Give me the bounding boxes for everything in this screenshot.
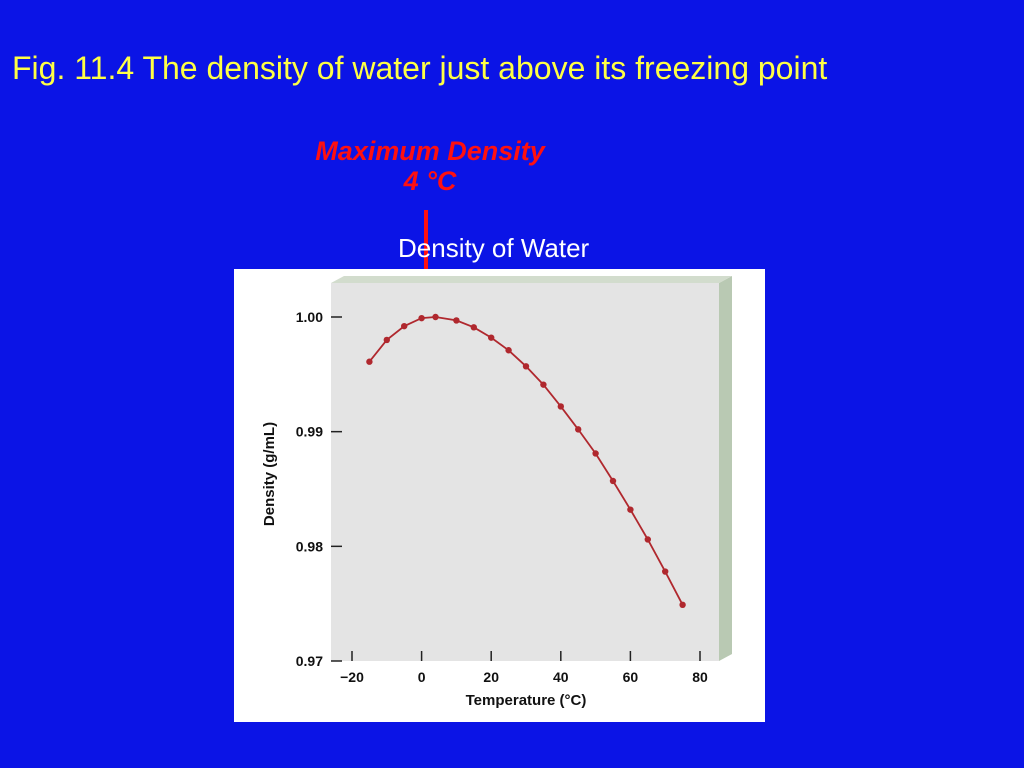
y-axis-title: Density (g/mL) <box>261 422 278 526</box>
x-tick-label: 0 <box>418 669 426 685</box>
x-tick-label: 80 <box>692 669 708 685</box>
x-axis: −20 0 20 40 60 80 <box>340 651 708 685</box>
data-point <box>644 536 651 543</box>
x-tick-label: 20 <box>483 669 499 685</box>
data-point <box>609 477 617 485</box>
plot-box-top <box>331 276 732 283</box>
data-point <box>488 334 495 341</box>
y-axis: 0.97 0.98 0.99 1.00 <box>296 309 342 669</box>
data-point <box>679 601 686 609</box>
x-axis-title: Temperature (°C) <box>466 692 587 709</box>
x-tick-label: 40 <box>553 669 569 685</box>
y-tick-label: 0.98 <box>296 538 323 554</box>
x-tick-label: −20 <box>340 669 364 685</box>
plot-box-side <box>719 276 732 661</box>
chart-caption: Density of Water <box>398 233 590 263</box>
data-point <box>383 336 390 344</box>
annotation-label: Maximum Density <box>315 136 545 166</box>
data-point <box>470 324 477 331</box>
data-point <box>540 381 547 388</box>
data-point <box>522 363 530 370</box>
slide-title: Fig. 11.4 The density of water just abov… <box>12 50 828 86</box>
data-point <box>432 313 439 321</box>
data-point <box>662 568 669 575</box>
data-point <box>575 426 582 433</box>
data-point <box>418 314 425 322</box>
plot-area <box>331 283 719 661</box>
density-chart: 0.97 0.98 0.99 1.00 −20 0 20 40 60 80 Temperatur… <box>261 276 732 709</box>
data-point <box>557 403 564 410</box>
chart-panel: 0.97 0.98 0.99 1.00 −20 0 20 40 60 80 Temperatur… <box>234 269 765 722</box>
y-tick-label: 0.99 <box>296 424 323 440</box>
y-tick-label: 0.97 <box>296 653 323 669</box>
series-layer <box>366 313 686 609</box>
annotation-temperature: 4 °C <box>403 166 457 196</box>
max-density-annotation: Maximum Density 4 °C <box>270 136 590 196</box>
y-tick-label: 1.00 <box>296 309 323 325</box>
data-point <box>401 322 408 330</box>
data-point <box>453 317 460 324</box>
data-point <box>592 450 599 457</box>
x-tick-label: 60 <box>623 669 639 685</box>
data-point <box>627 506 634 513</box>
data-point <box>505 347 512 354</box>
data-point <box>366 358 373 365</box>
